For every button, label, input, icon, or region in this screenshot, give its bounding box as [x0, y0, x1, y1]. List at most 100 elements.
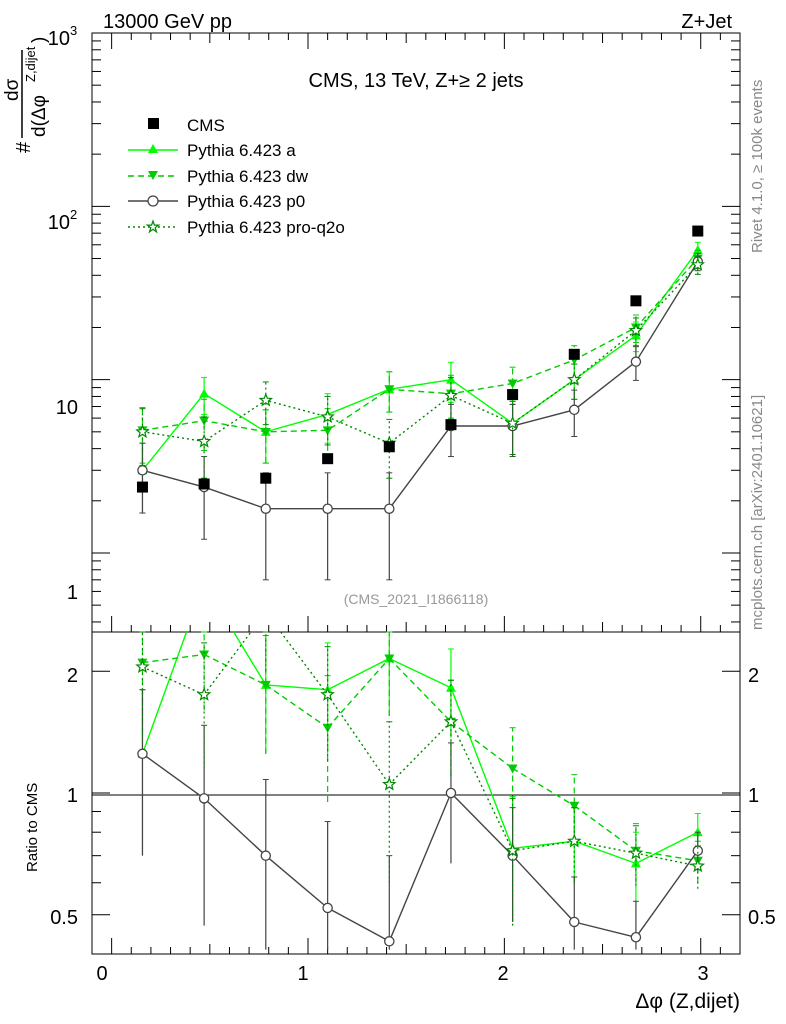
- analysis-id: (CMS_2021_I1866118): [344, 591, 489, 607]
- ratio-point: [630, 932, 642, 943]
- main-ytick-100: 10: [48, 212, 70, 234]
- ratio-series-1: [137, 631, 703, 922]
- ratio-point: [320, 687, 335, 701]
- main-ytick-10: 10: [56, 397, 78, 419]
- data-point: [196, 433, 212, 448]
- data-point: [692, 225, 704, 237]
- ratio-line: [142, 653, 698, 862]
- main-title: CMS, 13 TeV, Z+≥ 2 jets: [309, 70, 524, 92]
- x-tick-1: 1: [297, 963, 308, 985]
- main-y-label: # dσ d(Δφ Z,dijet ): [2, 37, 50, 153]
- ratio-point: [137, 748, 148, 760]
- data-point: [260, 503, 272, 514]
- legend-marker-proq2o: [145, 219, 161, 234]
- ratio-point: [445, 682, 456, 692]
- ratio-point: [382, 776, 397, 791]
- legend: CMS Pythia 6.423 a Pythia 6.423 dw Pythi…: [128, 116, 345, 237]
- series-line: [142, 264, 699, 445]
- rivet-version: Rivet 4.1.0, ≥ 100k events: [749, 80, 766, 253]
- main-ytick-1: 1: [67, 582, 78, 604]
- data-point: [199, 388, 210, 398]
- ratio-point: [569, 916, 580, 928]
- data-point: [505, 415, 520, 430]
- ratio-y-label: Ratio to CMS: [24, 783, 41, 872]
- y-label-numerator: dσ: [2, 78, 23, 101]
- ratio-point: [198, 793, 210, 804]
- ratio-ytick-1: 1: [67, 785, 78, 807]
- ratio-point: [384, 936, 395, 947]
- ratio-series-4: [135, 631, 706, 926]
- legend-marker-cms: [148, 118, 159, 129]
- legend-label-proq2o: Pythia 6.423 pro-q2o: [187, 218, 345, 237]
- main-ytick-labels: 1 10 10 2 10 3: [48, 23, 78, 604]
- ratio-ytick-0.5: 0.5: [50, 907, 78, 929]
- legend-marker-dw: [148, 171, 158, 180]
- data-point: [136, 481, 148, 493]
- ratio-ytick-labels-right: 0.5 1 2: [748, 665, 776, 929]
- ratio-point: [569, 801, 580, 811]
- data-point: [322, 426, 333, 436]
- data-point: [692, 244, 703, 254]
- data-point: [384, 503, 395, 514]
- data-point: [258, 392, 274, 407]
- ratio-point: [630, 858, 641, 868]
- legend-label-cms: CMS: [187, 116, 225, 135]
- ratio-ytick-right-0.5: 0.5: [748, 907, 776, 929]
- header-left: 13000 GeV pp: [103, 11, 232, 33]
- main-ytick-100-exp: 2: [70, 207, 77, 222]
- data-point: [322, 503, 333, 514]
- main-ytick-1000-exp: 3: [70, 23, 77, 38]
- series-line: [142, 258, 699, 433]
- y-label-hash: #: [13, 141, 35, 153]
- data-point: [443, 387, 459, 402]
- legend-label-a: Pythia 6.423 a: [187, 141, 296, 160]
- ratio-line: [141, 631, 699, 865]
- main-ytick-1000: 10: [48, 28, 70, 50]
- ratio-point: [196, 687, 212, 701]
- x-tick-3: 3: [697, 963, 708, 985]
- ratio-point: [567, 833, 582, 848]
- ratio-series-3: [137, 689, 704, 950]
- y-label-superscript: Z,dijet: [23, 46, 38, 82]
- ratio-point: [135, 659, 150, 674]
- ratio-point: [507, 764, 518, 774]
- main-ticks: [92, 33, 741, 632]
- main-series: [135, 225, 706, 581]
- data-point: [630, 295, 642, 307]
- x-axis-label: Δφ (Z,dijet): [635, 990, 740, 1013]
- series-line: [142, 261, 699, 510]
- data-point: [320, 409, 335, 424]
- ratio-point: [445, 787, 457, 799]
- data-point: [322, 453, 334, 465]
- x-tick-0: 0: [96, 963, 107, 985]
- ratio-series: [135, 631, 706, 950]
- x-tick-labels: 0 1 2 3: [96, 963, 708, 985]
- ratio-panel-frame: [91, 631, 741, 955]
- ratio-ytick-right-1: 1: [748, 785, 759, 807]
- ratio-point: [443, 714, 459, 728]
- data-point: [135, 424, 150, 439]
- data-point: [567, 372, 582, 386]
- ratio-point: [505, 843, 520, 857]
- ratio-ticks: [92, 670, 741, 955]
- data-point: [507, 389, 519, 401]
- ratio-point: [628, 845, 644, 860]
- data-point: [628, 322, 644, 337]
- data-point: [690, 257, 706, 271]
- data-point: [630, 356, 642, 367]
- ratio-ytick-labels-left: 0.5 1 2: [50, 665, 78, 929]
- series-3: [137, 252, 704, 581]
- data-point: [568, 348, 580, 360]
- series-cms-points: [136, 225, 704, 493]
- ratio-point: [260, 680, 271, 690]
- ratio-point: [384, 654, 395, 664]
- legend-marker-p0: [147, 195, 159, 207]
- data-point: [569, 404, 580, 416]
- legend-label-p0: Pythia 6.423 p0: [187, 192, 305, 211]
- ratio-point: [322, 723, 333, 733]
- data-point: [507, 379, 518, 389]
- data-point: [199, 416, 210, 426]
- data-point: [383, 441, 395, 453]
- series-1: [137, 241, 703, 514]
